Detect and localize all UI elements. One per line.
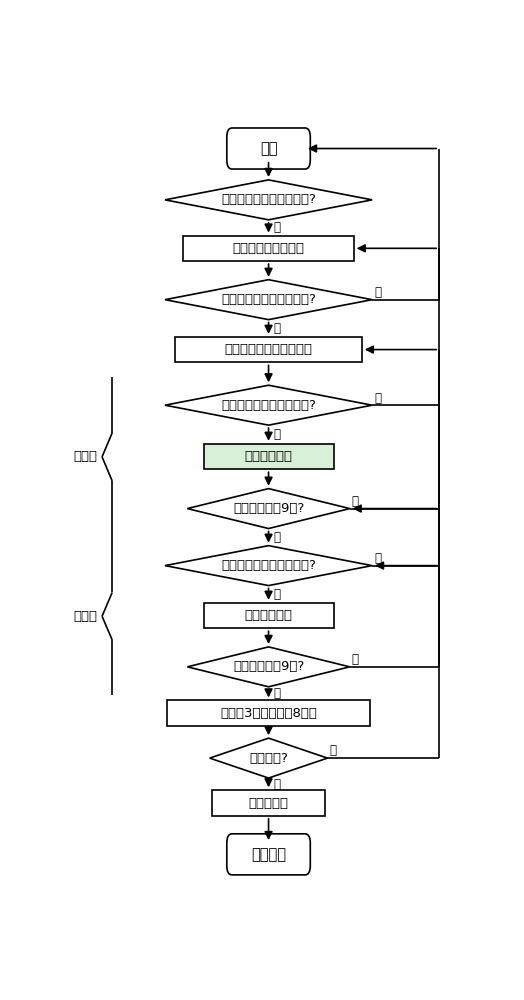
Text: 是否检测到传感器上升沿?: 是否检测到传感器上升沿? bbox=[221, 293, 316, 306]
FancyBboxPatch shape bbox=[227, 128, 310, 169]
Text: 是: 是 bbox=[274, 588, 281, 601]
Text: 是否已经采样9位?: 是否已经采样9位? bbox=[233, 502, 304, 515]
Bar bbox=[203, 603, 333, 628]
Bar bbox=[175, 337, 362, 362]
Bar bbox=[212, 790, 325, 816]
Text: 否: 否 bbox=[352, 653, 359, 666]
Polygon shape bbox=[165, 180, 372, 220]
Text: 是: 是 bbox=[274, 778, 281, 791]
Text: 返回中断: 返回中断 bbox=[251, 847, 286, 862]
Text: 否: 否 bbox=[330, 744, 336, 757]
Text: 否: 否 bbox=[374, 552, 381, 565]
Bar bbox=[167, 700, 370, 726]
Text: 停止计时，存储读取周期: 停止计时，存储读取周期 bbox=[225, 343, 312, 356]
Text: 是否检测到传感器下降沿?: 是否检测到传感器下降沿? bbox=[221, 399, 316, 412]
Text: 采样一位数据: 采样一位数据 bbox=[245, 450, 292, 463]
Text: 是: 是 bbox=[274, 428, 281, 441]
Text: 校验高3位数据和低8数据: 校验高3位数据和低8数据 bbox=[220, 707, 317, 720]
Text: 第二包: 第二包 bbox=[74, 610, 98, 623]
Text: 第一包: 第一包 bbox=[74, 450, 98, 463]
Text: 否: 否 bbox=[374, 286, 381, 299]
Polygon shape bbox=[165, 385, 372, 425]
Polygon shape bbox=[165, 280, 372, 320]
Text: 开始: 开始 bbox=[260, 141, 277, 156]
Polygon shape bbox=[165, 546, 372, 586]
Bar bbox=[203, 444, 333, 469]
Polygon shape bbox=[210, 738, 328, 778]
Text: 校验错误?: 校验错误? bbox=[249, 752, 288, 765]
Text: 内部计时器开始计时: 内部计时器开始计时 bbox=[233, 242, 304, 255]
Text: 是否检测到传感器下降沿?: 是否检测到传感器下降沿? bbox=[221, 193, 316, 206]
Text: 采样一位数据: 采样一位数据 bbox=[245, 609, 292, 622]
Text: 是: 是 bbox=[274, 531, 281, 544]
FancyBboxPatch shape bbox=[227, 834, 310, 875]
Text: 是否检测到传感器下降沿?: 是否检测到传感器下降沿? bbox=[221, 559, 316, 572]
Text: 是: 是 bbox=[274, 687, 281, 700]
Text: 是: 是 bbox=[274, 322, 281, 335]
Text: 是: 是 bbox=[274, 221, 281, 234]
Polygon shape bbox=[187, 489, 350, 529]
Bar bbox=[183, 235, 354, 261]
Text: 删除校验位: 删除校验位 bbox=[248, 797, 289, 810]
Text: 是否已经采样9位?: 是否已经采样9位? bbox=[233, 660, 304, 673]
Text: 否: 否 bbox=[352, 495, 359, 508]
Text: 否: 否 bbox=[374, 392, 381, 405]
Polygon shape bbox=[187, 647, 350, 687]
